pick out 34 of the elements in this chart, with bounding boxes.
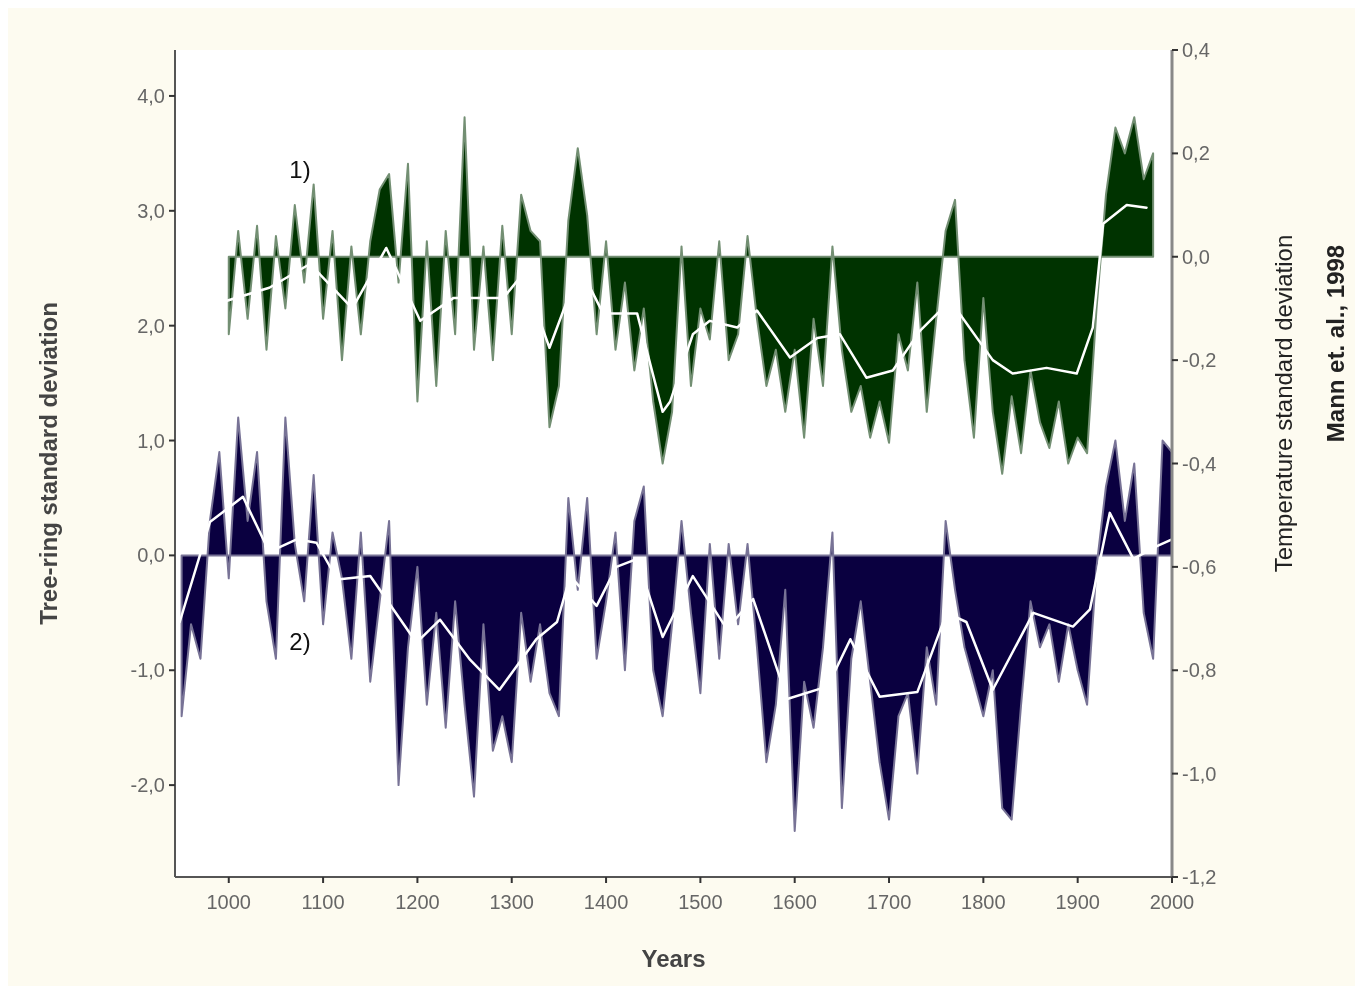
y-tick-label: -2,0: [130, 774, 165, 797]
y-tick-label: 0,0: [137, 544, 165, 567]
y2-tick-label: -0,8: [1182, 659, 1217, 682]
y2-tick-label: -1,2: [1182, 866, 1217, 888]
y-axis-title: Tree-ring standard deviation: [35, 302, 62, 625]
y2-tick-label: -1,0: [1182, 762, 1217, 785]
text: Mann et. al., 1998: [1322, 244, 1349, 443]
y2-tick-label: 0,0: [1182, 245, 1210, 268]
x-tick-label: 1400: [583, 891, 629, 913]
series-label: 2): [289, 628, 311, 656]
x-tick-label: 1300: [489, 891, 534, 913]
line-series: [225, 203, 1148, 414]
y2-tick-label: -0,6: [1182, 555, 1217, 578]
y-tick-label: 4,0: [137, 84, 165, 107]
x-tick-label: 1900: [1055, 891, 1100, 913]
x-tick-label: 1000: [206, 891, 252, 913]
x-tick-label: 1200: [395, 891, 440, 913]
x-tick-label: 1500: [678, 891, 723, 913]
y-tick-label: 1,0: [137, 429, 165, 452]
y2-axis-title: Temperature standard deviation: [1270, 234, 1297, 573]
x-tick-label: 2000: [1149, 891, 1195, 913]
y2-tick-label: 0,4: [1182, 39, 1210, 61]
y-tick-label: 2,0: [137, 314, 165, 337]
x-tick-label: 1100: [301, 891, 345, 913]
y2-tick-label: -0,4: [1182, 452, 1217, 475]
y2-tick-label: 0,2: [1182, 142, 1210, 165]
x-axis-title: Years: [641, 945, 706, 972]
x-tick-label: 1800: [961, 891, 1006, 913]
y2-tick-label: -0,2: [1182, 349, 1217, 372]
x-tick-label: 1600: [772, 891, 817, 913]
x-tick-label: 1700: [866, 891, 912, 913]
y-tick-label: 3,0: [137, 199, 165, 222]
series-label: 1): [289, 156, 311, 184]
y-tick-label: -1,0: [130, 659, 165, 682]
